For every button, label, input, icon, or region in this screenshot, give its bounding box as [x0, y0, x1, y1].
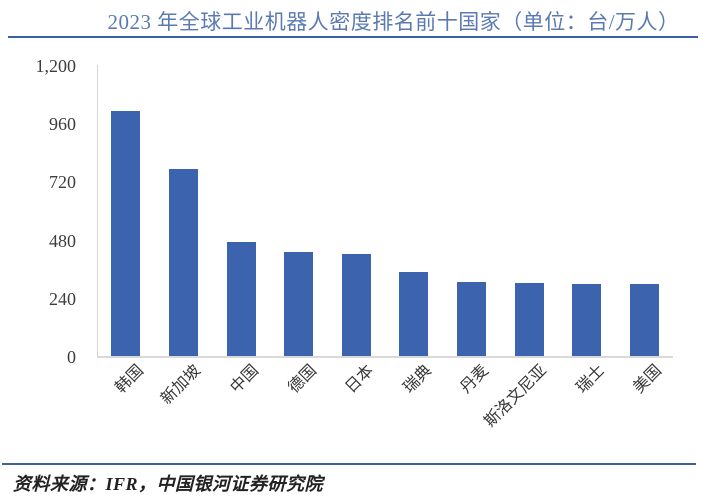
chart-bar [226, 242, 256, 356]
chart-bar [572, 283, 602, 356]
chart-bar [284, 251, 314, 356]
y-axis-tick: 240 [49, 288, 76, 309]
chart-bar [456, 281, 486, 356]
y-axis-tick: 0 [67, 347, 76, 367]
x-axis-label: 新加坡 [158, 362, 205, 408]
x-axis-line [97, 356, 673, 358]
chart-bar [341, 254, 371, 356]
x-axis-label: 德国 [284, 362, 320, 397]
x-axis-label: 瑞典 [400, 362, 435, 397]
chart-bar [514, 282, 544, 356]
chart-bar [629, 284, 659, 356]
chart-title: 2023 年全球工业机器人密度排名前十国家（单位：台/万人） [107, 10, 680, 34]
source-note: 资料来源：IFR，中国银河证券研究院 [13, 474, 324, 494]
bottom-divider [2, 463, 696, 465]
y-axis-tick: 720 [49, 172, 76, 193]
x-axis-label: 瑞士 [572, 362, 608, 397]
x-axis-label: 中国 [227, 362, 263, 397]
y-axis-spine [97, 65, 98, 357]
x-axis-label: 韩国 [112, 362, 147, 397]
x-axis-label: 美国 [630, 362, 666, 397]
x-axis-label: 斯洛文尼亚 [481, 362, 551, 431]
y-axis-tick: 480 [49, 230, 76, 251]
x-axis-label: 日本 [342, 362, 378, 397]
x-axis-label: 丹麦 [457, 362, 493, 397]
y-axis-tick: 960 [49, 114, 76, 135]
chart-bar [111, 110, 141, 356]
y-axis-tick: 1,200 [35, 56, 77, 76]
chart-bar [168, 169, 198, 356]
title-divider [8, 36, 698, 38]
chart-bar [399, 271, 429, 356]
